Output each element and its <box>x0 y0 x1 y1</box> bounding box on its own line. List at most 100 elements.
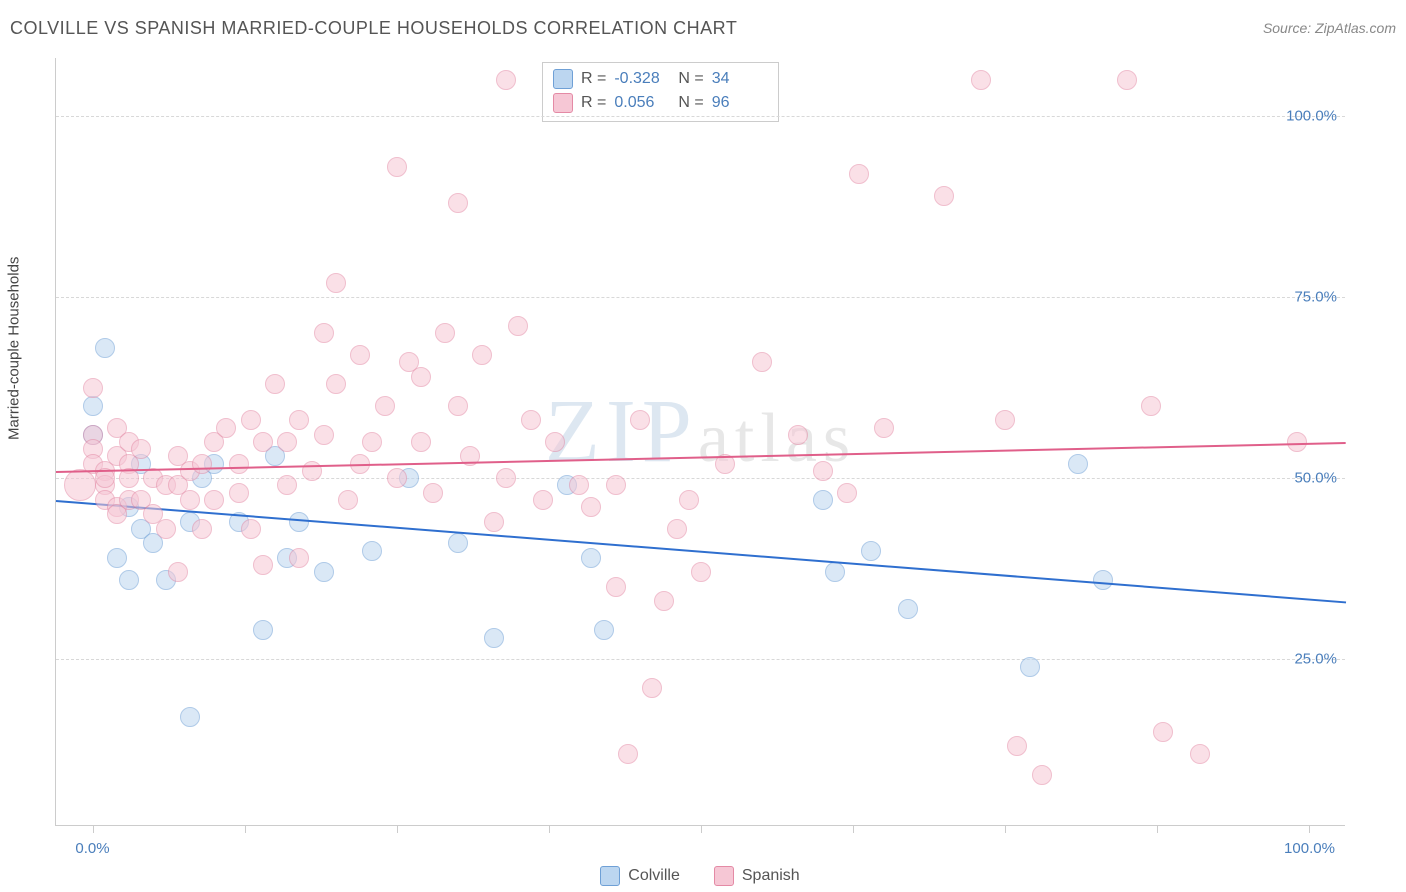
data-point-spanish <box>265 374 285 394</box>
data-point-spanish <box>338 490 358 510</box>
data-point-spanish <box>83 378 103 398</box>
y-tick-label: 75.0% <box>1294 289 1337 306</box>
data-point-spanish <box>326 374 346 394</box>
legend: Colville Spanish <box>55 866 1345 886</box>
data-point-colville <box>484 628 504 648</box>
y-axis-title: Married-couple Households <box>6 257 23 440</box>
x-tick-mark <box>549 825 550 833</box>
data-point-spanish <box>569 475 589 495</box>
data-point-spanish <box>289 410 309 430</box>
data-point-spanish <box>180 490 200 510</box>
data-point-spanish <box>387 157 407 177</box>
data-point-spanish <box>448 193 468 213</box>
y-tick-label: 50.0% <box>1294 470 1337 487</box>
data-point-colville <box>898 599 918 619</box>
data-point-colville <box>825 562 845 582</box>
data-point-spanish <box>302 461 322 481</box>
data-point-spanish <box>192 454 212 474</box>
data-point-spanish <box>216 418 236 438</box>
data-point-spanish <box>350 345 370 365</box>
data-point-spanish <box>788 425 808 445</box>
data-point-spanish <box>837 483 857 503</box>
data-point-spanish <box>667 519 687 539</box>
x-tick-mark <box>397 825 398 833</box>
data-point-spanish <box>606 475 626 495</box>
data-point-spanish <box>448 396 468 416</box>
data-point-spanish <box>934 186 954 206</box>
data-point-colville <box>1068 454 1088 474</box>
x-tick-mark <box>93 825 94 833</box>
data-point-spanish <box>241 410 261 430</box>
data-point-spanish <box>411 367 431 387</box>
data-point-spanish <box>192 519 212 539</box>
data-point-spanish <box>545 432 565 452</box>
data-point-spanish <box>423 483 443 503</box>
chart-source: Source: ZipAtlas.com <box>1263 20 1396 36</box>
data-point-spanish <box>630 410 650 430</box>
data-point-spanish <box>229 454 249 474</box>
data-point-spanish <box>496 70 516 90</box>
x-tick-mark <box>1309 825 1310 833</box>
n-value-colville: 34 <box>712 67 768 91</box>
legend-swatch-spanish <box>553 93 573 113</box>
data-point-colville <box>581 548 601 568</box>
data-point-spanish <box>679 490 699 510</box>
r-value-colville: -0.328 <box>614 67 670 91</box>
data-point-spanish <box>533 490 553 510</box>
legend-item: Spanish <box>714 866 800 886</box>
gridline <box>56 659 1345 660</box>
data-point-spanish <box>874 418 894 438</box>
trend-line-spanish <box>56 442 1346 473</box>
data-point-spanish <box>691 562 711 582</box>
scatter-plot: ZIPatlas R =-0.328N =34R =0.056N =96 25.… <box>55 58 1345 826</box>
data-point-spanish <box>64 469 96 501</box>
data-point-spanish <box>995 410 1015 430</box>
gridline <box>56 116 1345 117</box>
data-point-spanish <box>752 352 772 372</box>
data-point-spanish <box>484 512 504 532</box>
legend-swatch <box>714 866 734 886</box>
x-tick-mark <box>701 825 702 833</box>
legend-swatch <box>600 866 620 886</box>
n-value-spanish: 96 <box>712 91 768 115</box>
data-point-spanish <box>277 432 297 452</box>
data-point-spanish <box>156 519 176 539</box>
x-tick-mark <box>853 825 854 833</box>
data-point-spanish <box>1141 396 1161 416</box>
legend-label: Colville <box>628 867 680 885</box>
x-tick-label: 0.0% <box>75 840 109 857</box>
data-point-spanish <box>204 490 224 510</box>
gridline <box>56 478 1345 479</box>
data-point-spanish <box>253 432 273 452</box>
data-point-colville <box>83 396 103 416</box>
data-point-spanish <box>314 323 334 343</box>
x-tick-mark <box>1005 825 1006 833</box>
x-tick-label: 100.0% <box>1284 840 1335 857</box>
data-point-spanish <box>496 468 516 488</box>
data-point-spanish <box>508 316 528 336</box>
data-point-colville <box>95 338 115 358</box>
data-point-spanish <box>971 70 991 90</box>
data-point-spanish <box>362 432 382 452</box>
correlation-stats-box: R =-0.328N =34R =0.056N =96 <box>542 62 779 122</box>
stats-row-spanish: R =0.056N =96 <box>553 91 768 115</box>
trend-line-colville <box>56 500 1346 603</box>
stats-row-colville: R =-0.328N =34 <box>553 67 768 91</box>
data-point-spanish <box>375 396 395 416</box>
data-point-colville <box>1020 657 1040 677</box>
data-point-spanish <box>277 475 297 495</box>
data-point-spanish <box>241 519 261 539</box>
data-point-spanish <box>1190 744 1210 764</box>
r-value-spanish: 0.056 <box>614 91 670 115</box>
data-point-colville <box>362 541 382 561</box>
data-point-spanish <box>813 461 833 481</box>
data-point-colville <box>594 620 614 640</box>
data-point-spanish <box>1032 765 1052 785</box>
data-point-spanish <box>387 468 407 488</box>
data-point-colville <box>1093 570 1113 590</box>
data-point-colville <box>180 707 200 727</box>
data-point-spanish <box>1007 736 1027 756</box>
data-point-spanish <box>326 273 346 293</box>
data-point-colville <box>314 562 334 582</box>
data-point-colville <box>119 570 139 590</box>
